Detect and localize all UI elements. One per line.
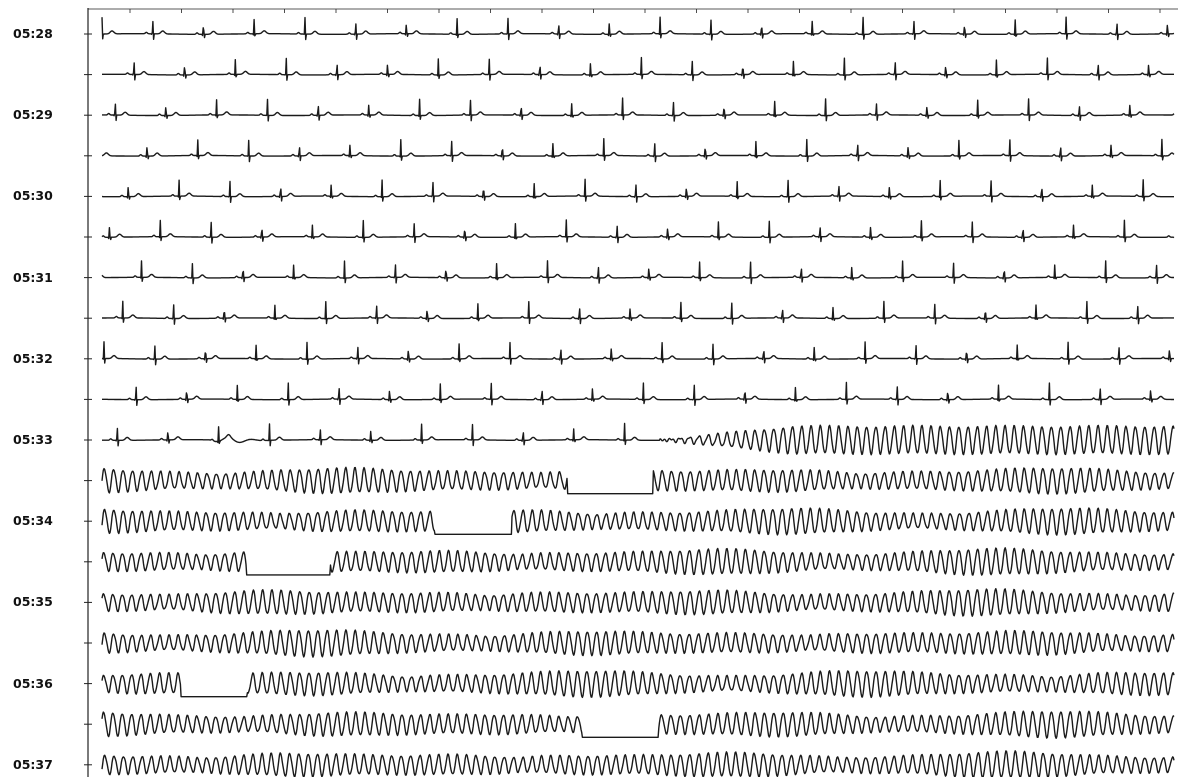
time-label: 05:31 (13, 269, 53, 285)
ecg-trace-strip-9 (101, 341, 1175, 366)
ecg-trace-strip-11 (101, 422, 1175, 456)
ecg-trace-strip-18 (101, 710, 1175, 739)
ecg-trace-strip-16 (101, 629, 1175, 658)
time-label: 05:33 (13, 432, 53, 447)
ecg-trace-strip-6 (101, 219, 1175, 244)
ecg-trace-strip-10 (101, 381, 1175, 406)
time-label: 05:36 (13, 675, 53, 691)
ecg-trace-strip-7 (101, 260, 1175, 285)
time-label: 05:34 (13, 513, 53, 529)
time-label: 05:35 (13, 594, 53, 610)
ecg-trace-strip-1 (101, 16, 1175, 41)
ecg-trace-strip-14 (101, 547, 1175, 576)
time-label: 05:32 (13, 350, 53, 366)
ecg-trace-strip-3 (101, 97, 1175, 122)
ecg-traces (101, 16, 1175, 777)
ecg-trace-strip-4 (101, 137, 1175, 163)
time-label: 05:28 (13, 26, 53, 41)
ecg-trace-strip-8 (101, 300, 1175, 325)
ecg-trace-strip-19 (101, 750, 1175, 777)
time-label: 05:37 (13, 756, 53, 772)
ecg-trace-strip-5 (101, 178, 1175, 204)
ecg-trace-strip-15 (101, 588, 1175, 617)
time-label: 05:29 (13, 107, 53, 123)
ecg-trace-strip-13 (101, 507, 1175, 536)
ecg-trace-strip-2 (101, 56, 1175, 82)
ecg-trace-strip-17 (101, 670, 1175, 699)
time-axis (84, 8, 1178, 777)
time-label: 05:30 (13, 188, 53, 204)
ecg-trace-strip-12 (101, 466, 1175, 495)
